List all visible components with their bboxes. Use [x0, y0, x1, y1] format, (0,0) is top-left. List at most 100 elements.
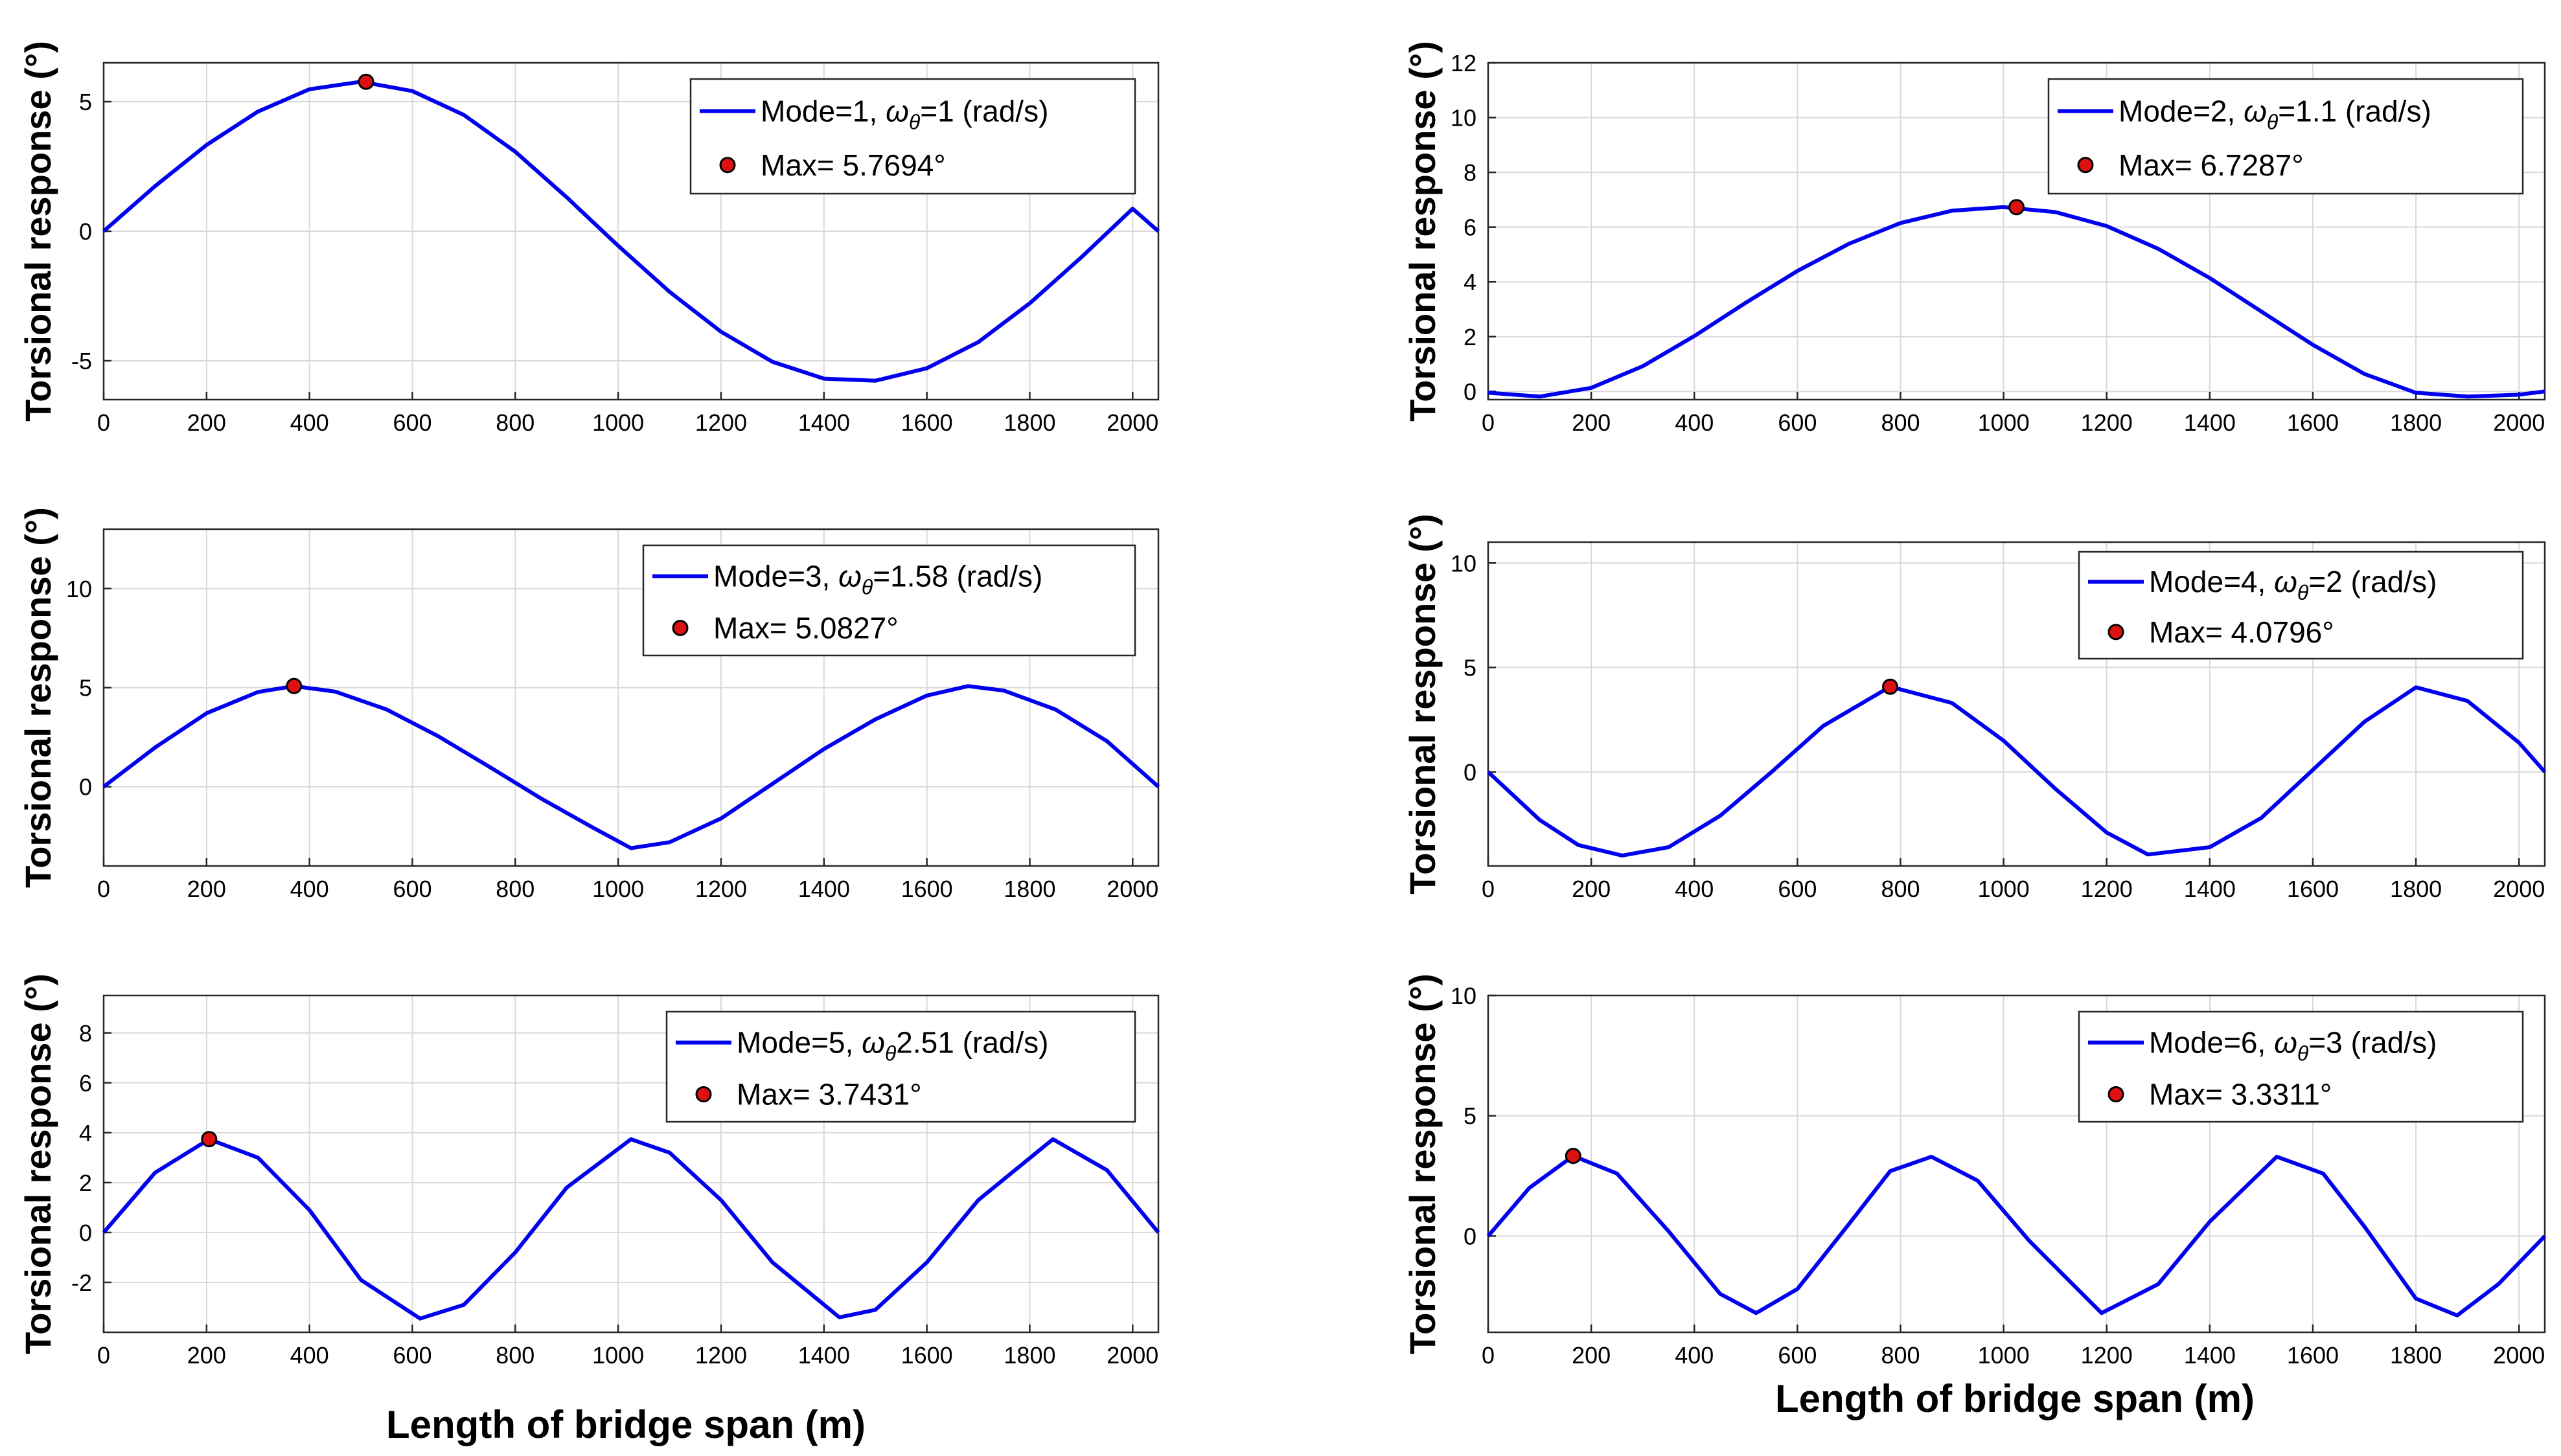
x-tick-label: 1400 [2184, 876, 2236, 902]
y-tick-label: 0 [79, 1220, 92, 1246]
y-axis-label: Torsional response (°) [1402, 973, 1443, 1354]
y-tick-label: 8 [79, 1020, 92, 1047]
legend-marker-swatch [695, 1086, 712, 1102]
series-line-mode-2 [1487, 205, 2545, 399]
x-tick-label: 800 [1881, 1342, 1920, 1369]
x-tick-label: 1400 [798, 876, 850, 902]
panel-mode-2: 0 200 400 600 800 1000 1200 1400 1600 1800 2000 0 2 4… [1402, 41, 2546, 436]
y-tick-label: 2 [1464, 324, 1476, 350]
x-tick-label: 1000 [592, 409, 644, 436]
x-tick-label: 2000 [2493, 409, 2545, 436]
x-tick-label: 1600 [2287, 1342, 2339, 1369]
x-tick-label: 1400 [2184, 1342, 2236, 1369]
legend-mode-label: Mode=2, ωθ=1.1 (rad/s) [2119, 95, 2431, 134]
legend-mode-label: Mode=5, ωθ2.51 (rad/s) [737, 1026, 1048, 1065]
x-tick-label: 1400 [2184, 409, 2236, 436]
y-tick-label: 10 [1451, 105, 1476, 131]
plot-frame [1487, 62, 2546, 401]
y-tick-label: 0 [1464, 1223, 1476, 1249]
x-tick-label: 1800 [2390, 1342, 2442, 1369]
x-tick-label: 600 [393, 1342, 431, 1369]
legend: Mode=4, ωθ=2 (rad/s) Max= 4.0796° [2078, 551, 2524, 660]
y-tick-label: 5 [1464, 1103, 1476, 1130]
y-tick-label: 0 [79, 218, 92, 245]
x-tick-label: 800 [1881, 876, 1920, 902]
x-tick-label: 1800 [2390, 409, 2442, 436]
legend-marker-swatch [2107, 1086, 2124, 1102]
y-tick-label: 12 [1451, 50, 1476, 76]
x-tick-label: 200 [187, 876, 226, 902]
x-tick-label: 400 [1675, 1342, 1714, 1369]
legend-mode-label: Mode=3, ωθ=1.58 (rad/s) [713, 560, 1042, 599]
y-tick-label: 10 [1451, 983, 1476, 1009]
x-tick-label: 200 [1572, 1342, 1611, 1369]
y-axis-label: Torsional response (°) [17, 507, 58, 888]
x-tick-label: 1600 [2287, 409, 2339, 436]
legend-max-label: Max= 5.0827° [713, 611, 899, 645]
legend-box [2047, 78, 2524, 195]
y-axis-label: Torsional response (°) [1402, 41, 1443, 422]
x-tick-label: 600 [1778, 876, 1817, 902]
x-tick-label: 1600 [901, 1342, 953, 1369]
y-tick-label: 4 [1464, 269, 1476, 295]
x-tick-label: 2000 [2493, 876, 2545, 902]
panel-mode-6: 0 200 400 600 800 1000 1200 1400 1600 1800 2000 0 5 1… [1402, 973, 2547, 1369]
x-tick-label: 1200 [695, 1342, 747, 1369]
legend-max-label: Max= 4.0796° [2149, 615, 2334, 649]
x-tick-label: 400 [290, 409, 329, 436]
x-tick-label: 1000 [1978, 1342, 2030, 1369]
legend: Mode=5, ωθ2.51 (rad/s) Max= 3.7431° [665, 1010, 1136, 1123]
series-line-mode-3 [102, 684, 1160, 850]
x-tick-label: 1000 [592, 876, 644, 902]
x-tick-label: 1200 [2081, 876, 2133, 902]
max-point-marker [286, 677, 303, 694]
y-tick-label: 0 [1464, 378, 1476, 405]
legend-max-label: Max= 5.7694° [761, 148, 946, 182]
x-axis-label-left: Length of bridge span (m) [386, 1403, 866, 1446]
legend-marker-swatch [2077, 157, 2094, 174]
max-point-marker [2008, 199, 2025, 216]
legend-mode-label: Mode=6, ωθ=3 (rad/s) [2149, 1026, 2437, 1065]
y-axis-label: Torsional response (°) [17, 973, 58, 1354]
legend: Mode=2, ωθ=1.1 (rad/s) Max= 6.7287° [2047, 78, 2524, 195]
legend: Mode=1, ωθ=1 (rad/s) Max= 5.7694° [689, 78, 1136, 195]
x-tick-label: 400 [1675, 409, 1714, 436]
y-tick-label: 2 [79, 1170, 92, 1196]
y-tick-label: 5 [79, 89, 92, 115]
x-tick-label: 0 [1482, 876, 1495, 902]
x-tick-label: 800 [496, 876, 534, 902]
x-tick-label: 1000 [1978, 409, 2030, 436]
x-tick-label: 0 [97, 409, 110, 436]
legend-marker-swatch [719, 157, 736, 174]
plot-frame [102, 994, 1160, 1334]
x-tick-label: 200 [187, 409, 226, 436]
x-tick-label: 2000 [1107, 876, 1158, 902]
legend-marker-swatch [672, 620, 689, 636]
y-tick-label: -2 [71, 1269, 92, 1296]
x-tick-label: 400 [290, 1342, 329, 1369]
x-tick-label: 2000 [2493, 1342, 2545, 1369]
legend-box [665, 1010, 1136, 1123]
x-tick-label: 1000 [592, 1342, 644, 1369]
panel-mode-3: 0 200 400 600 800 1000 1200 1400 1600 1800 2000 0 5 1… [17, 507, 1160, 902]
x-tick-label: 1600 [901, 409, 953, 436]
x-tick-label: 400 [290, 876, 329, 902]
x-tick-label: 600 [393, 876, 431, 902]
x-tick-label: 600 [1778, 1342, 1817, 1369]
panel-mode-5: 0 200 400 600 800 1000 1200 1400 1600 1800 2000 -2 0… [17, 973, 1160, 1369]
y-tick-label: 0 [79, 774, 92, 801]
plot-frame [1487, 541, 2546, 867]
y-tick-label: 5 [1464, 655, 1476, 681]
max-point-marker [1565, 1148, 1581, 1165]
plot-frame [1487, 994, 2546, 1334]
max-point-marker [358, 73, 374, 90]
legend-box [2078, 1010, 2524, 1123]
y-tick-label: 5 [79, 675, 92, 701]
x-tick-label: 0 [97, 876, 110, 902]
panel-mode-4: 0 200 400 600 800 1000 1200 1400 1600 1800 2000 0 5 1… [1402, 514, 2547, 902]
series-line-mode-5 [102, 1137, 1160, 1321]
plot-frame [102, 528, 1160, 867]
legend-mode-label: Mode=1, ωθ=1 (rad/s) [761, 95, 1048, 134]
max-point-marker [1882, 678, 1899, 695]
